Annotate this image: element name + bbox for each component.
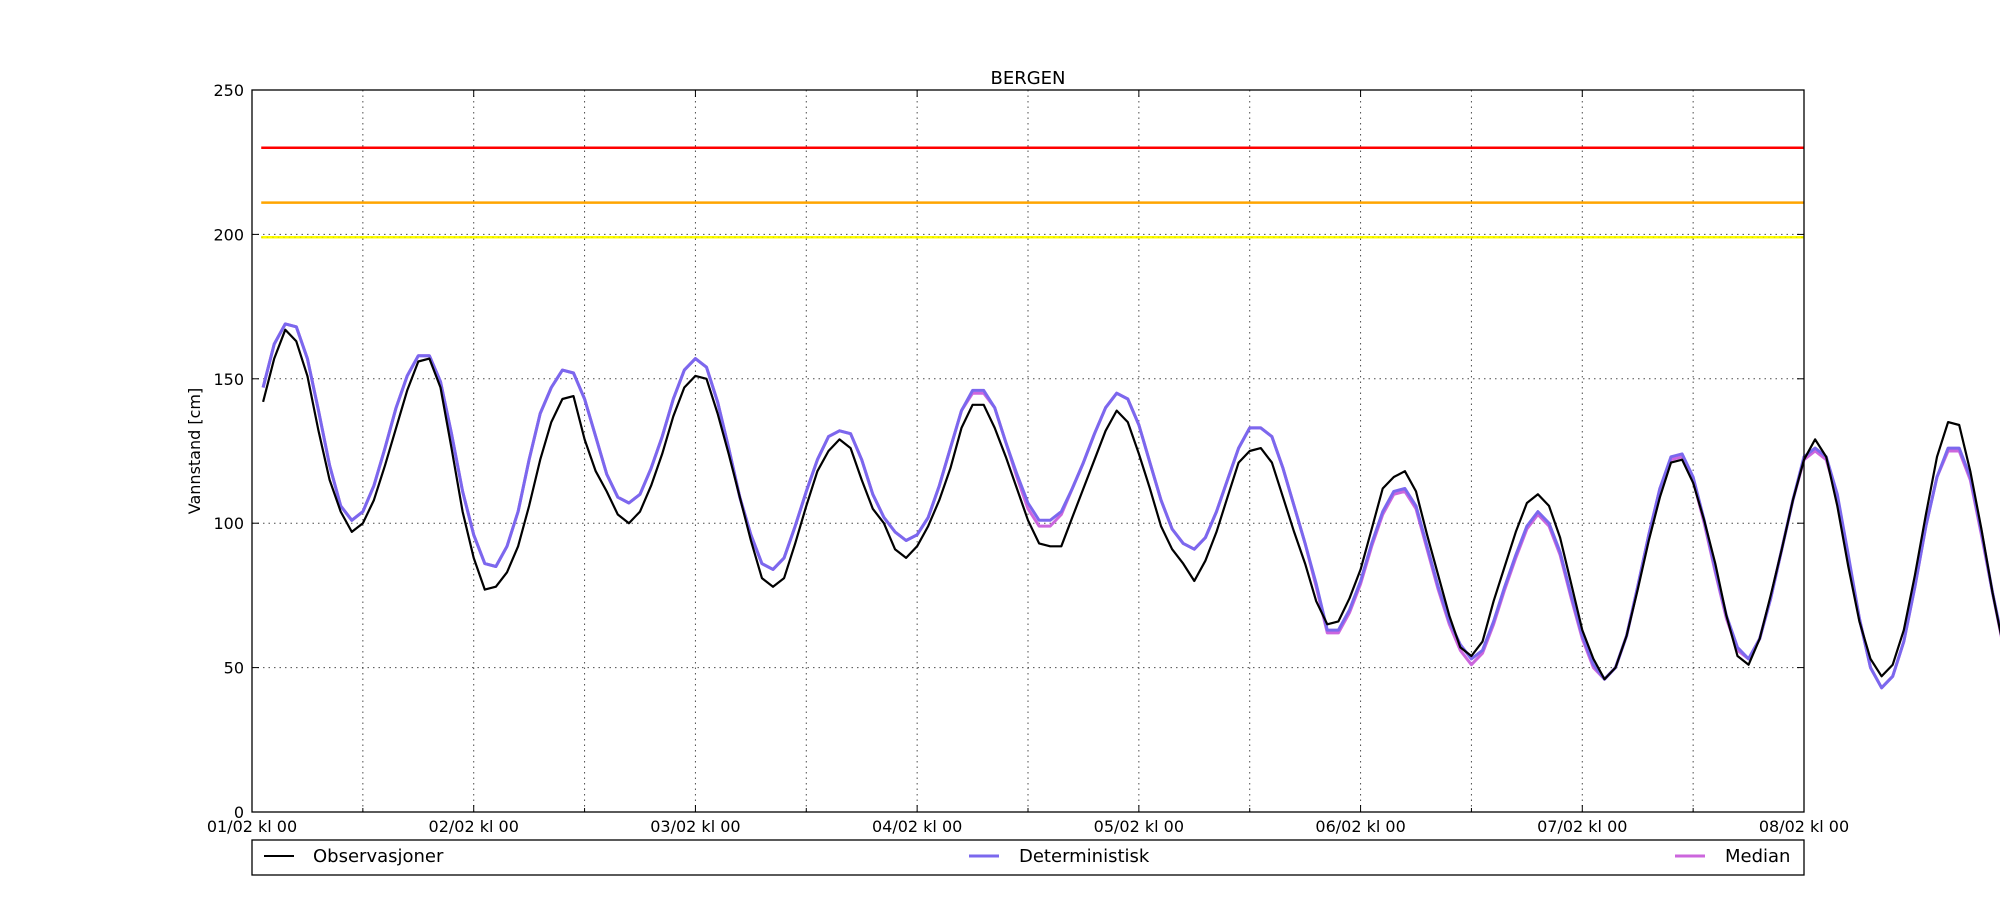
y-tick-label: 0 <box>234 803 244 822</box>
x-tick-label: 04/02 kl 00 <box>872 817 962 836</box>
legend-frame <box>251 839 1805 876</box>
x-tick-label: 07/02 kl 00 <box>1537 817 1627 836</box>
y-tick-label: 200 <box>213 225 244 244</box>
legend-label-deterministisk: Deterministisk <box>1019 846 1150 867</box>
series-line-observasjoner <box>262 328 2000 681</box>
y-tick-label: 50 <box>224 659 244 678</box>
legend-label-median: Median <box>1725 846 1790 867</box>
x-tick-label: 06/02 kl 00 <box>1315 817 1405 836</box>
y-tick-label: 150 <box>213 370 244 389</box>
series-lines <box>261 322 2000 690</box>
plot-background <box>252 90 1804 812</box>
x-tick-label: 03/02 kl 00 <box>650 817 740 836</box>
y-axis-label: Vannstand [cm] <box>185 388 204 514</box>
chart-title: BERGEN <box>990 68 1065 89</box>
y-tick-label: 100 <box>213 514 244 533</box>
legend-label-observasjoner: Observasjoner <box>313 846 444 867</box>
x-tick-label: 02/02 kl 00 <box>429 817 519 836</box>
legend: Observasjoner Deterministisk Median <box>251 839 1805 876</box>
threshold-lines <box>261 146 1804 239</box>
x-tick-label: 01/02 kl 00 <box>207 817 297 836</box>
axis-ticks: 01/02 kl 00 02/02 kl 00 03/02 kl 00 04/02 k… <box>207 81 1849 836</box>
x-tick-label: 05/02 kl 00 <box>1094 817 1184 836</box>
y-tick-label: 250 <box>213 81 244 100</box>
x-tick-label: 08/02 kl 00 <box>1759 817 1849 836</box>
